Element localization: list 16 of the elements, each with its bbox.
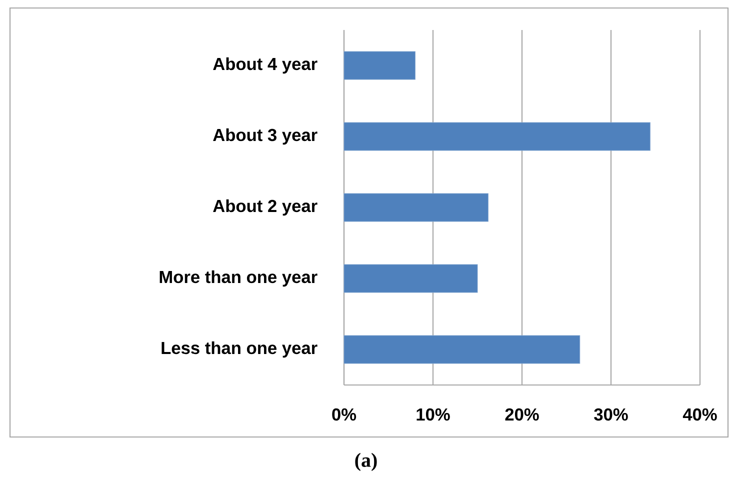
bar <box>344 122 650 151</box>
bar <box>344 51 416 80</box>
bar <box>344 193 488 222</box>
y-tick-label: About 4 year <box>213 57 318 74</box>
bar <box>344 335 580 364</box>
y-tick-label: About 3 year <box>213 128 318 145</box>
bar <box>344 264 478 293</box>
x-tick-label: 40% <box>682 408 717 421</box>
x-tick-label: 20% <box>505 408 539 421</box>
x-tick-label: 10% <box>416 408 450 421</box>
x-tick-label: 0% <box>332 408 356 421</box>
y-tick-label: More than one year <box>160 270 318 287</box>
text: (a) <box>355 452 377 472</box>
x-tick-label: 30% <box>594 408 628 421</box>
y-tick-label: Less than one year <box>162 341 318 358</box>
y-tick-label: About 2 year <box>213 199 318 216</box>
